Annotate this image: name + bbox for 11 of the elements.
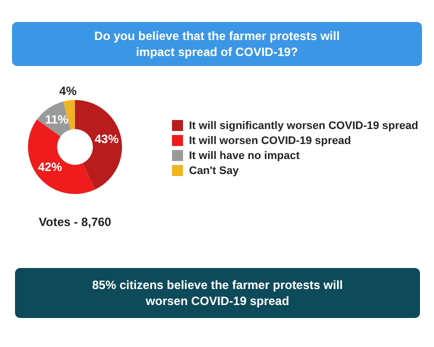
text: 85% citizens believe the farmer protests will worsen COVID-19 spread <box>15 268 420 318</box>
legend-label: Can't Say <box>189 164 239 176</box>
legend-label: It will have no impact <box>189 150 300 162</box>
data-label: 42% <box>38 160 62 174</box>
data-label: 4% <box>59 84 77 98</box>
data-label: 43% <box>94 132 119 146</box>
legend-label: It will worsen COVID-19 spread <box>189 134 351 146</box>
legend-label: It will significantly worsen COVID-19 spread <box>189 120 418 132</box>
text: Votes - 8,760 <box>38 215 112 229</box>
chart-title: Do you believe that the farmer protests will impact spread of COVID-19? <box>12 22 422 66</box>
data-label: 11% <box>45 112 69 126</box>
